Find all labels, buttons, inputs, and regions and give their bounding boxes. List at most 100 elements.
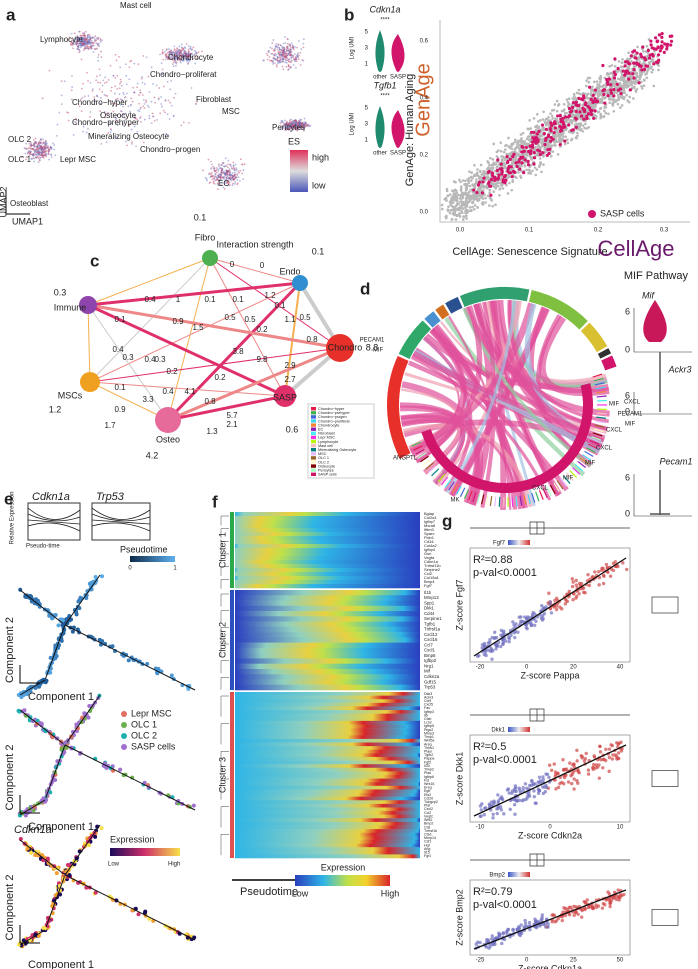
scatter-point <box>640 84 643 88</box>
inner-segment <box>503 496 505 507</box>
umap-point <box>164 58 167 61</box>
scatter-point <box>495 182 498 186</box>
scatter-point <box>638 57 641 60</box>
umap-point <box>289 48 292 51</box>
edge-label: 3.8 <box>232 347 244 356</box>
umap-point <box>115 59 118 62</box>
umap-point <box>74 37 77 40</box>
umap-point <box>227 159 230 162</box>
cluster-label: EC <box>218 179 229 188</box>
umap-point <box>210 163 213 166</box>
umap-point <box>298 119 300 122</box>
umap-point <box>282 46 285 49</box>
umap-point <box>87 94 90 97</box>
umap-point <box>209 173 212 176</box>
umap-point <box>137 109 139 112</box>
umap-point <box>83 47 86 50</box>
scale-bar <box>19 665 40 684</box>
umap-point <box>294 57 297 60</box>
umap-point <box>110 90 112 92</box>
umap-point <box>170 104 173 107</box>
scatter-point <box>553 103 557 106</box>
legend-swatch <box>311 472 316 476</box>
violin <box>375 30 385 72</box>
scatter-point <box>446 194 450 198</box>
scatter-point <box>571 131 575 135</box>
umap-point <box>86 47 89 49</box>
axis-label: Pseudo-time <box>26 544 60 550</box>
scatter-point <box>555 118 559 122</box>
scatter-point <box>585 94 589 98</box>
umap-point <box>290 42 293 45</box>
umap-point <box>60 94 63 97</box>
scatter-point <box>481 202 485 206</box>
umap-point <box>80 37 82 40</box>
heatmap-row <box>235 540 420 545</box>
umap-point <box>40 157 42 159</box>
umap-point <box>138 117 141 120</box>
sasp-point <box>663 42 667 46</box>
scatter-point <box>471 196 474 200</box>
umap-point <box>125 83 128 86</box>
umap-point <box>95 75 98 78</box>
scatter-point <box>491 204 495 208</box>
umap-point <box>186 55 189 58</box>
violin <box>391 110 405 148</box>
umap-point <box>73 32 76 35</box>
umap-point <box>127 124 130 127</box>
umap-point <box>75 117 77 120</box>
umap-point <box>120 110 123 113</box>
umap-point <box>71 42 74 45</box>
umap-point <box>185 58 188 61</box>
node-value: 1.2 <box>49 404 62 414</box>
tick-label: 1 <box>365 138 369 144</box>
sasp-point <box>632 76 636 80</box>
scatter-point <box>457 213 460 217</box>
umap-point <box>67 39 70 41</box>
trajectory-point <box>100 574 105 579</box>
umap-point <box>286 57 289 60</box>
umap-point <box>30 150 33 153</box>
sasp-point <box>480 191 485 195</box>
scatter-point <box>523 142 527 145</box>
scatter-point <box>482 169 485 173</box>
umap-point <box>96 95 99 98</box>
scatter-point <box>492 190 495 194</box>
umap-point <box>109 64 112 67</box>
sasp-point <box>662 50 666 54</box>
scatter-point <box>549 154 553 158</box>
scatter-point <box>626 66 630 70</box>
sasp-point <box>627 77 631 81</box>
umap-point <box>122 122 124 125</box>
umap-point <box>187 45 190 47</box>
scatter-point <box>473 173 476 177</box>
umap-point <box>130 97 132 100</box>
inner-segment <box>489 495 493 507</box>
umap-point <box>241 172 244 175</box>
umap-point <box>210 168 212 170</box>
umap-point <box>131 141 133 144</box>
scatter-point <box>497 149 500 152</box>
umap-point <box>58 111 61 114</box>
umap-point <box>47 153 50 156</box>
scatter-point <box>450 218 454 221</box>
umap-point <box>97 56 99 59</box>
umap-point <box>38 158 41 161</box>
scatter-point <box>477 194 481 197</box>
umap-point <box>161 72 164 75</box>
umap-point <box>218 165 220 167</box>
umap-point <box>288 119 291 122</box>
umap-point <box>124 116 126 119</box>
sasp-point <box>567 114 572 118</box>
colorbar <box>130 556 175 562</box>
trajectory-point <box>63 740 68 745</box>
umap-point <box>236 173 239 176</box>
umap-point <box>82 49 85 52</box>
umap-point <box>143 83 146 85</box>
sasp-point <box>481 180 485 184</box>
sasp-point <box>585 116 589 121</box>
umap-point <box>237 170 240 173</box>
umap-point <box>131 143 134 145</box>
umap-point <box>79 42 82 45</box>
umap-point <box>97 53 100 56</box>
